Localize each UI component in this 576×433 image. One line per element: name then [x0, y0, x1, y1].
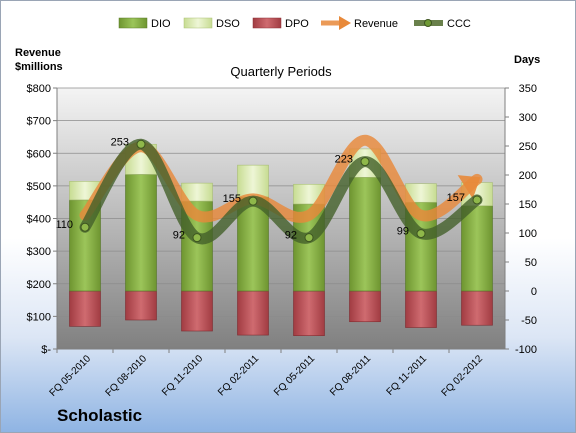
ccc-data-label: 92 [285, 230, 297, 242]
ccc-point [248, 196, 258, 206]
category-label: FQ 08-2010 [104, 353, 150, 399]
bar-dio [349, 177, 381, 292]
left-axis-label-line2: $millions [15, 61, 63, 73]
bar-dpo [405, 290, 437, 328]
legend-label-revenue: Revenue [354, 18, 398, 30]
left-axis-label-line1: Revenue [15, 47, 61, 59]
right-tick-label: 150 [519, 199, 537, 211]
bar-dpo [237, 290, 269, 336]
right-tick-label: 100 [519, 228, 537, 240]
chart-title: Quarterly Periods [230, 64, 332, 79]
ccc-data-label: 157 [447, 192, 465, 204]
bar-dpo [125, 290, 157, 321]
legend-label-dso: DSO [216, 18, 240, 30]
category-label: FQ 05-2010 [48, 353, 94, 399]
ccc-data-label: 99 [397, 226, 409, 238]
ccc-point [80, 222, 90, 232]
lines-group: 110 253 92 155 92 223 99 157 [55, 134, 483, 245]
legend-label-ccc: CCC [447, 18, 471, 30]
left-tick-label: $200 [27, 279, 51, 291]
legend-swatch-dio [118, 17, 148, 29]
legend-label-dpo: DPO [285, 18, 309, 30]
ccc-data-label: 223 [335, 154, 353, 166]
right-tick-label: 0 [531, 286, 537, 298]
left-tick-label: $400 [27, 214, 51, 226]
bar-dio [461, 205, 493, 292]
left-tick-label: $300 [27, 246, 51, 258]
bar-dpo [293, 290, 325, 336]
legend-swatch-dso [183, 17, 213, 29]
legend-swatch-dpo [252, 17, 282, 29]
right-axis-label: Days [514, 54, 540, 66]
right-tick-label: -100 [515, 344, 537, 356]
ccc-data-label: 253 [111, 136, 129, 148]
left-tick-label: $600 [27, 148, 51, 160]
legend: DIO DSO DPO Revenue CCC [118, 16, 471, 30]
bar-dio [237, 196, 269, 292]
ccc-data-label: 110 [55, 219, 73, 231]
category-label: FQ 02-2011 [216, 353, 261, 398]
bar-dio [125, 174, 157, 292]
bar-dso [237, 164, 269, 198]
company-name: Scholastic [57, 406, 143, 425]
legend-label-dio: DIO [151, 18, 171, 30]
ccc-point [416, 229, 426, 239]
left-tick-label: $500 [27, 181, 51, 193]
legend-arrow-icon [321, 16, 351, 30]
bar-dpo [349, 290, 381, 323]
left-tick-label: $700 [27, 116, 51, 128]
left-tick-label: $- [41, 344, 51, 356]
bar-dpo [181, 290, 213, 332]
category-label: FQ 11-2010 [160, 353, 205, 398]
category-label: FQ 11-2011 [385, 353, 430, 398]
legend-ccc-icon [414, 19, 443, 27]
ccc-point [472, 195, 482, 205]
right-tick-label: 300 [519, 112, 537, 124]
left-tick-label: $800 [27, 83, 51, 95]
category-label: FQ 08-2011 [328, 353, 373, 398]
revenue-arrowhead [457, 175, 481, 199]
ccc-point [192, 233, 202, 243]
ccc-point [136, 139, 146, 149]
ccc-data-label: 155 [223, 193, 241, 205]
right-tick-label: 350 [519, 83, 537, 95]
ccc-point [304, 233, 314, 243]
right-tick-label: 50 [525, 257, 537, 269]
right-tick-label: -50 [521, 315, 537, 327]
ccc-point [360, 157, 370, 167]
left-tick-label: $100 [27, 311, 51, 323]
ccc-data-label: 92 [173, 230, 185, 242]
bar-dpo [461, 290, 493, 326]
right-tick-label: 250 [519, 141, 537, 153]
category-label: FQ 05-2011 [272, 353, 317, 398]
bar-dpo [69, 290, 101, 327]
category-label: FQ 02-2012 [440, 353, 486, 399]
right-tick-label: 200 [519, 170, 537, 182]
